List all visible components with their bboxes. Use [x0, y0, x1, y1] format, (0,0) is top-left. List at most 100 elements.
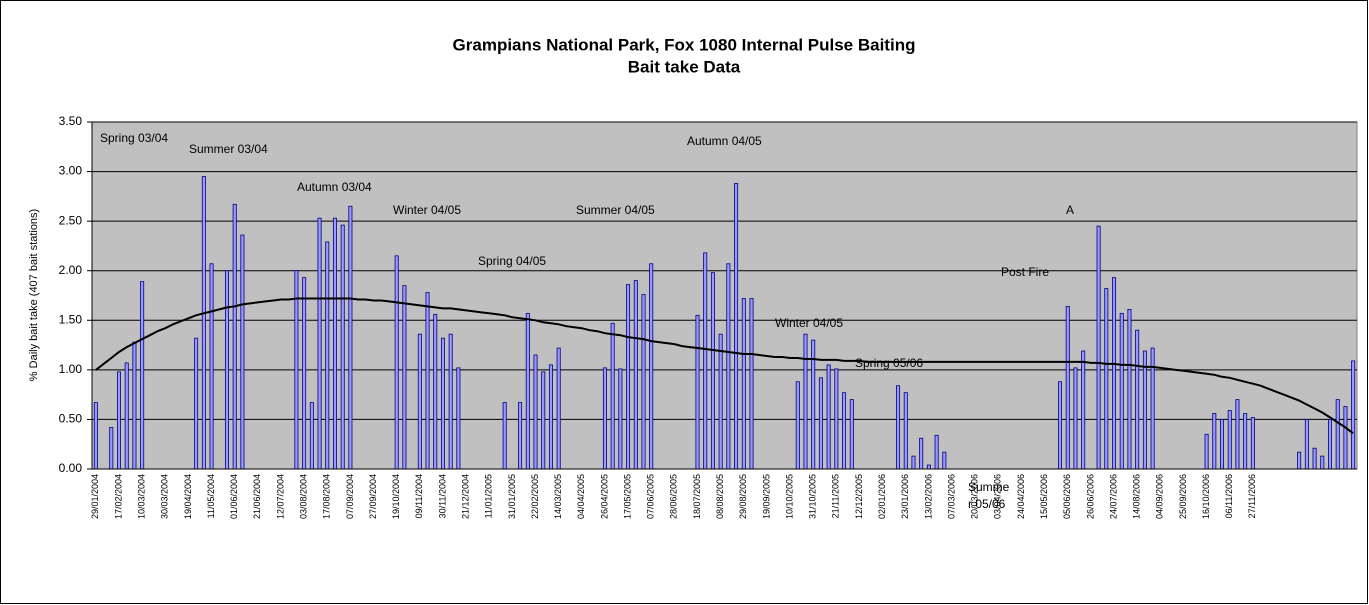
bar: [919, 437, 924, 470]
y-tick-label: 0.50: [59, 412, 83, 426]
annotation: Post Fire: [1001, 265, 1049, 279]
plot-area: [91, 121, 1358, 470]
bar: [533, 354, 538, 470]
bar: [1135, 329, 1140, 470]
bar: [803, 333, 808, 470]
bar: [1227, 410, 1232, 470]
x-tick-label: 10/10/2005: [784, 474, 794, 519]
bar: [548, 364, 553, 470]
bar: [942, 451, 947, 470]
bar: [896, 385, 901, 470]
x-tick-label: 05/06/2006: [1062, 474, 1072, 519]
bar: [402, 285, 407, 470]
bar: [718, 333, 723, 470]
bar: [633, 280, 638, 470]
x-tick-label: 17/08/2004: [322, 474, 332, 519]
bar: [140, 281, 145, 470]
bar: [1104, 288, 1109, 470]
bar: [741, 298, 746, 470]
x-tick-label: 12/07/2004: [275, 474, 285, 519]
bar: [309, 402, 314, 470]
chart-subtitle: Bait take Data: [628, 57, 741, 76]
bar: [842, 392, 847, 470]
annotation: r 05/06: [968, 497, 1006, 511]
bar: [325, 241, 330, 470]
bar: [610, 322, 615, 470]
x-tick-label: 03/08/2004: [298, 474, 308, 519]
bar: [726, 263, 731, 470]
x-tick-label: 27/11/2006: [1247, 474, 1257, 518]
x-tick-label: 24/07/2006: [1108, 474, 1118, 519]
bar: [1297, 451, 1302, 470]
x-tick-label: 07/06/2005: [646, 474, 656, 519]
annotation: Spring 03/04: [100, 131, 168, 145]
bar: [641, 294, 646, 470]
x-tick-label: 29/01/2004: [90, 474, 100, 519]
bar: [1235, 399, 1240, 470]
x-tick-label: 26/06/2006: [1085, 474, 1095, 519]
bar: [132, 341, 137, 470]
bar: [294, 270, 299, 470]
bar: [1065, 306, 1070, 470]
bar: [834, 368, 839, 470]
bar: [1320, 455, 1325, 470]
x-tick-label: 04/09/2006: [1155, 474, 1165, 519]
bar: [1073, 367, 1078, 470]
bar: [1204, 433, 1209, 470]
x-tick-label: 17/02/2004: [113, 474, 123, 519]
bar: [232, 203, 237, 470]
bar: [826, 364, 831, 470]
bar: [1343, 406, 1348, 470]
bar: [734, 183, 739, 470]
x-tick-label: 02/01/2006: [877, 474, 887, 519]
x-tick-label: 03/04/2006: [993, 474, 1003, 519]
x-tick-label: 10/03/2004: [137, 474, 147, 519]
bar: [1312, 447, 1317, 470]
bar: [1119, 312, 1124, 470]
x-tick-label: 18/07/2005: [692, 474, 702, 519]
annotation: Autumn 03/04: [297, 180, 372, 194]
bar: [201, 176, 206, 470]
annotation: Summer 04/05: [576, 203, 655, 217]
x-tick-label: 07/03/2006: [946, 474, 956, 519]
bar: [1220, 419, 1225, 470]
bar: [124, 362, 129, 470]
bar: [695, 314, 700, 470]
x-tick-label: 01/06/2004: [229, 474, 239, 519]
x-tick-label: 31/01/2005: [507, 474, 517, 519]
bar: [1243, 413, 1248, 470]
x-tick-label: 19/04/2004: [183, 474, 193, 519]
bar: [525, 312, 530, 470]
bar: [710, 272, 715, 470]
x-tick-label: 30/11/2004: [437, 474, 447, 518]
x-tick-label: 13/02/2006: [923, 474, 933, 519]
bar: [926, 464, 931, 470]
bar: [795, 381, 800, 470]
x-tick-label: 19/10/2004: [391, 474, 401, 519]
y-tick-label: 1.50: [59, 312, 83, 326]
bar: [618, 368, 623, 470]
chart-title: Grampians National Park, Fox 1080 Intern…: [453, 35, 916, 54]
bar: [1112, 277, 1117, 470]
bar: [317, 217, 322, 470]
x-tick-label: 31/10/2005: [808, 474, 818, 519]
bar: [1058, 381, 1063, 470]
y-tick-label: 2.50: [59, 213, 83, 227]
x-tick-label: 06/11/2006: [1224, 474, 1234, 518]
annotation: Autumn 04/05: [687, 134, 762, 148]
x-tick-label: 21/06/2004: [252, 474, 262, 519]
bar: [440, 337, 445, 470]
x-tick-label: 07/09/2004: [345, 474, 355, 519]
annotation: Winter 04/05: [775, 316, 843, 330]
trendline: [95, 297, 1354, 435]
annotation: Summe: [968, 480, 1010, 494]
y-tick-label: 3.00: [59, 164, 83, 178]
annotation: Spring 05/06: [855, 356, 923, 370]
bar: [1212, 413, 1217, 470]
x-tick-label: 11/01/2005: [484, 474, 494, 518]
bar: [1250, 417, 1255, 470]
annotation: A: [1066, 203, 1074, 217]
annotation: Spring 04/05: [478, 254, 546, 268]
x-tick-label: 30/03/2004: [160, 474, 170, 519]
